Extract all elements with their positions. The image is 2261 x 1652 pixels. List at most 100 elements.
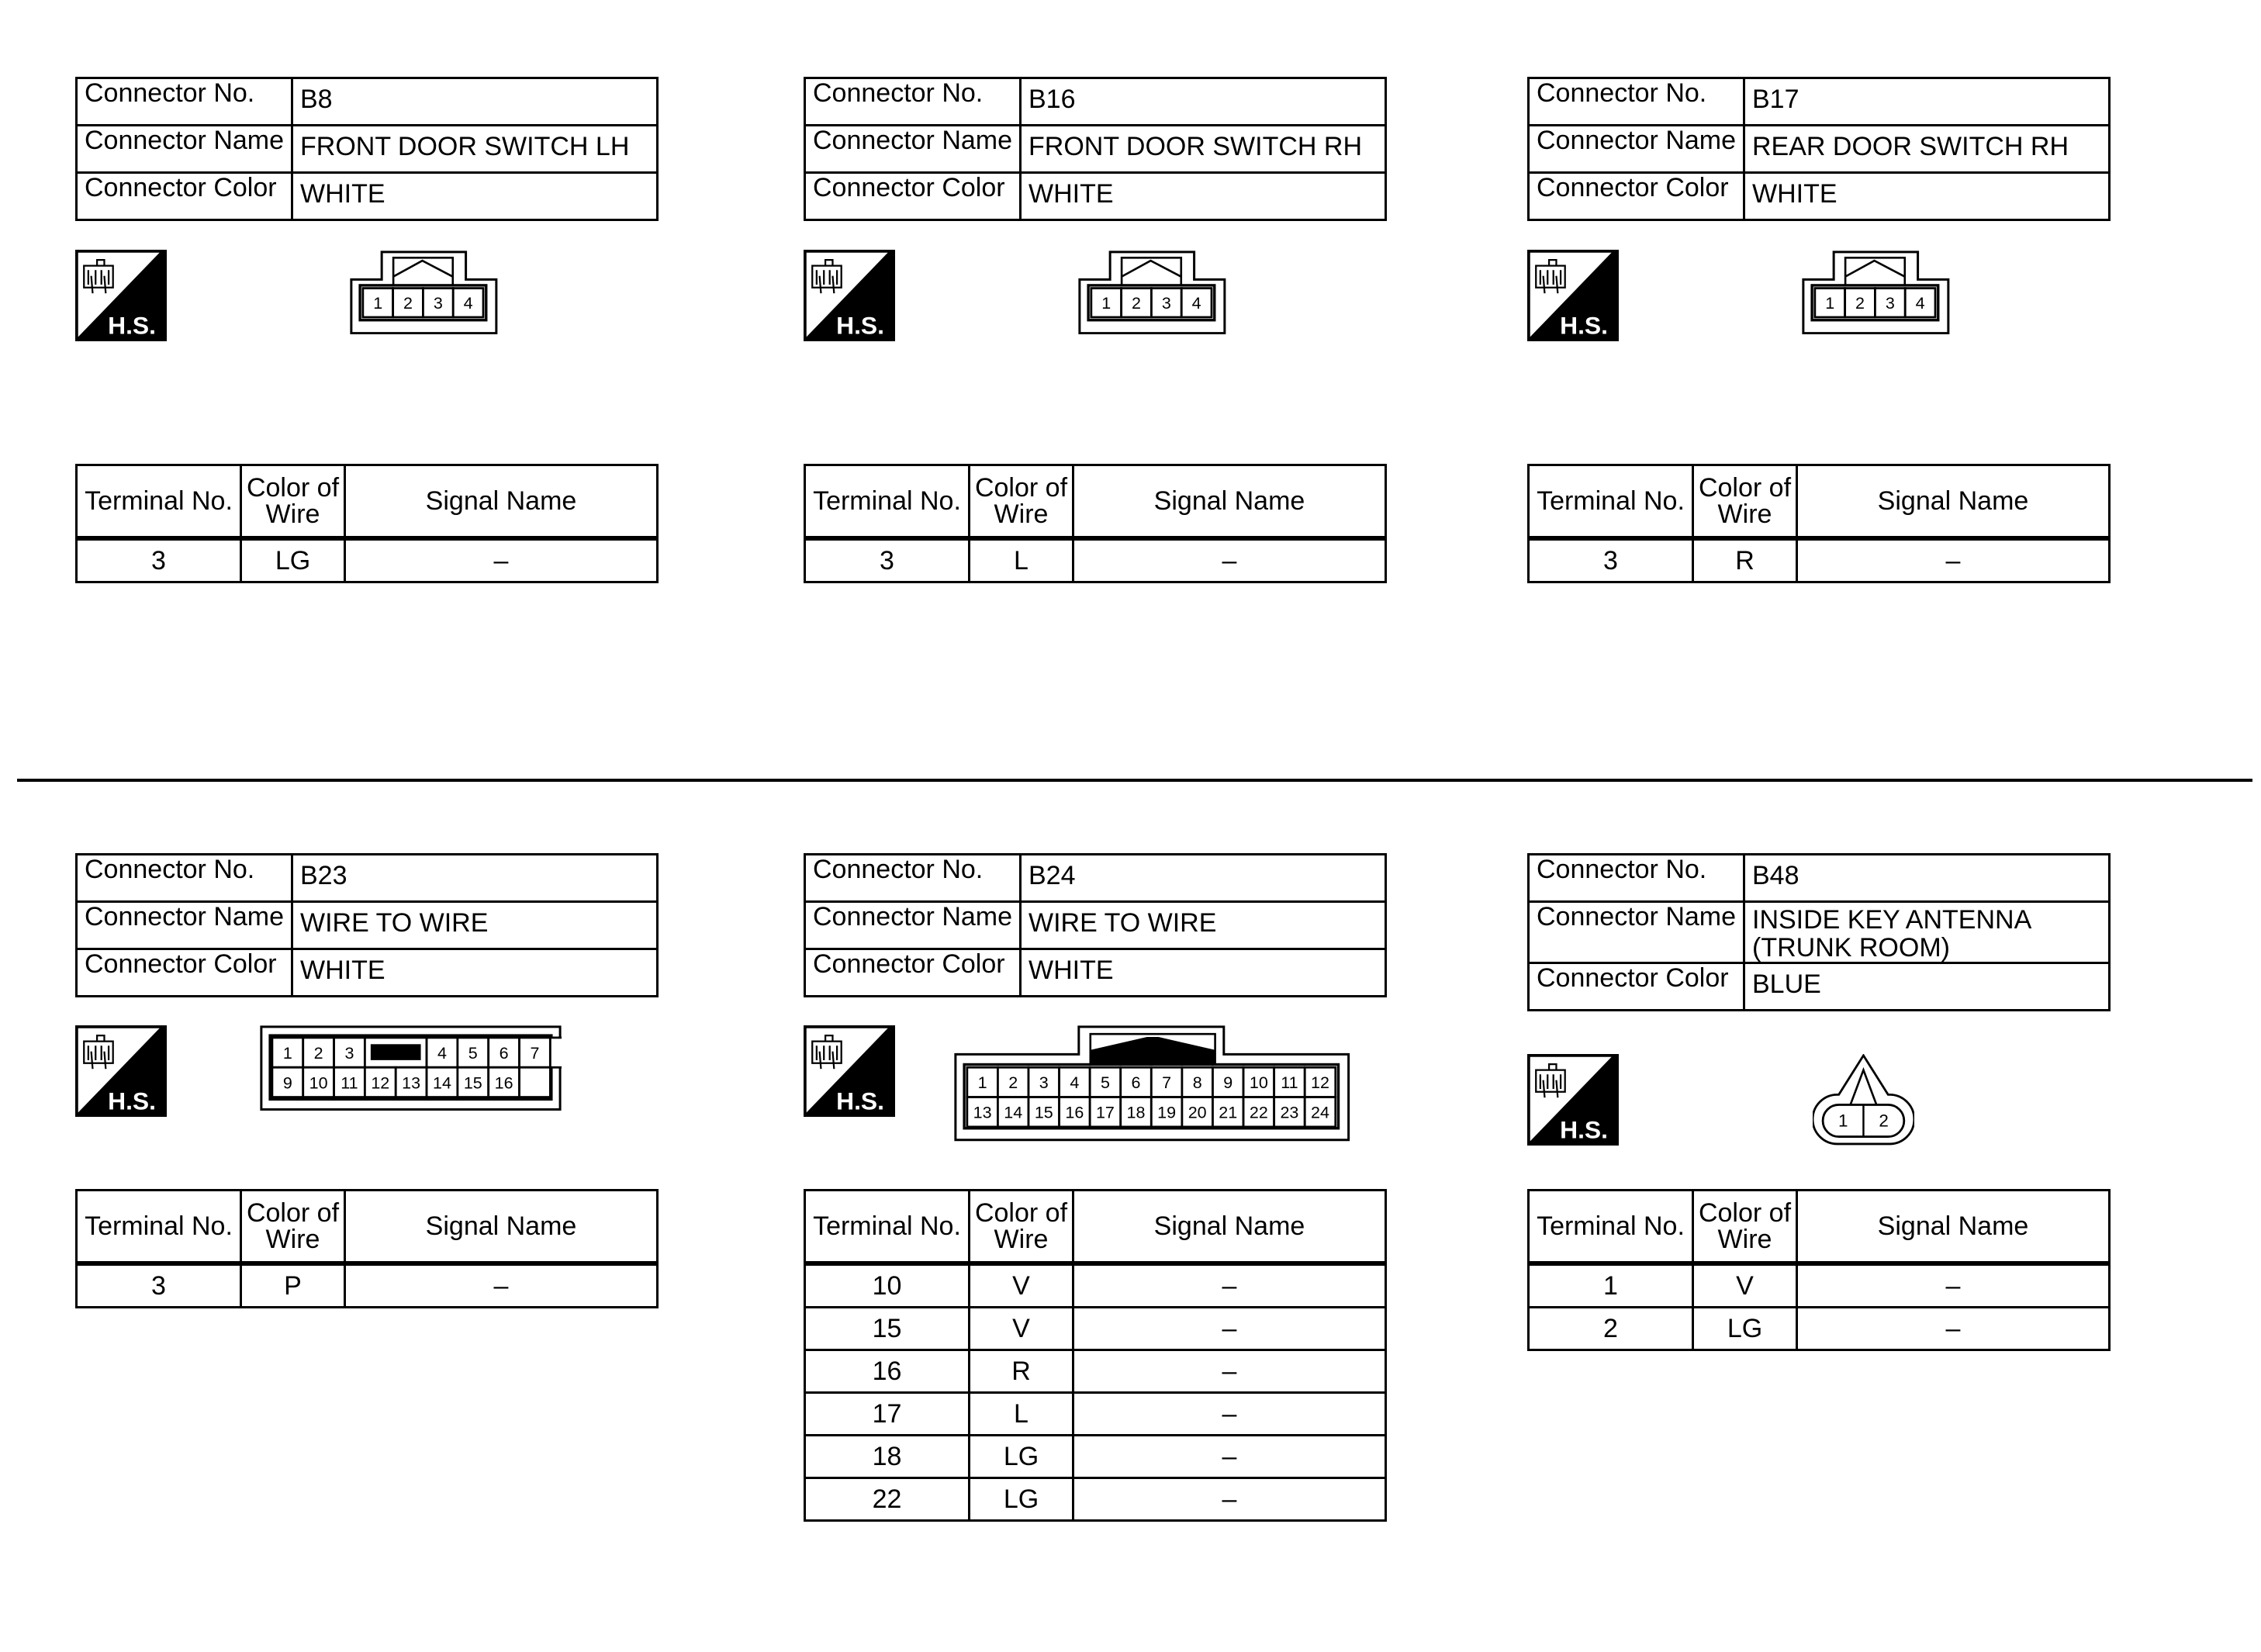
pin-number: 5 xyxy=(468,1044,478,1063)
info-row-connector-color: Connector Color WHITE xyxy=(804,171,1387,221)
terminal-table-header: Terminal No. Color of Wire Signal Name xyxy=(75,1189,659,1266)
hs-icon: H.S. xyxy=(804,250,895,341)
info-label: Connector Name xyxy=(1527,124,1745,174)
connector-diagram: 1 2 3 4 xyxy=(350,251,498,338)
pin-number: 6 xyxy=(500,1044,509,1063)
pin-cavity xyxy=(1180,287,1213,319)
connector-glyph-icon xyxy=(811,258,842,294)
connector-glyph-icon xyxy=(83,258,114,294)
harness-side-icon: H.S. xyxy=(804,250,895,341)
harness-side-icon: H.S. xyxy=(1527,1054,1619,1146)
connector-info-table: Connector No. B23 Connector Name WIRE TO WI… xyxy=(75,853,659,997)
info-value-color: WHITE xyxy=(1019,948,1387,997)
pin-number: 3 xyxy=(1886,294,1895,313)
cell-signal: – xyxy=(344,1262,659,1308)
connector-face-diagram: 1 2 3 4 xyxy=(350,251,498,335)
pin-number: 13 xyxy=(973,1104,992,1122)
pin-number: 16 xyxy=(495,1073,513,1092)
harness-side-icon: H.S. xyxy=(75,1025,167,1117)
cell-no: 22 xyxy=(804,1477,970,1522)
cell-wire: LG xyxy=(240,537,346,583)
pin-number: 15 xyxy=(464,1073,482,1092)
terminal-table-header: Terminal No. Color of Wire Signal Name xyxy=(1527,464,2111,541)
info-value-no: B17 xyxy=(1743,77,2111,126)
cell-wire: V xyxy=(968,1306,1074,1351)
pin-cavity xyxy=(1903,287,1937,319)
pin-number: 4 xyxy=(437,1044,447,1063)
table-row: 3 P – xyxy=(75,1262,659,1308)
pin-cavity xyxy=(487,1036,520,1069)
connector-name-line: WIRE TO WIRE xyxy=(1029,908,1217,938)
pin-cavity xyxy=(361,287,395,319)
pin-number: 8 xyxy=(561,1044,562,1063)
pin-cavity xyxy=(1303,1096,1337,1128)
info-value-name: FRONT DOOR SWITCH LH xyxy=(291,124,659,174)
info-label: Connector Color xyxy=(1527,171,1745,221)
pin-cavity xyxy=(487,1066,520,1098)
header-row: Terminal No. Color of Wire Signal Name xyxy=(75,464,659,541)
pin-number: 14 xyxy=(433,1073,451,1092)
pin-number: 1 xyxy=(1825,294,1834,313)
pin-number: 2 xyxy=(1008,1073,1018,1092)
pin-number: 2 xyxy=(1855,294,1865,313)
terminal-table-body: 3 P – xyxy=(75,1262,659,1308)
pin-number: 22 xyxy=(1250,1104,1268,1122)
cell-no: 3 xyxy=(75,1262,242,1308)
pin-number: 23 xyxy=(1280,1104,1298,1122)
pin-number: 7 xyxy=(530,1044,539,1063)
cell-no: 18 xyxy=(804,1434,970,1479)
hs-icon: H.S. xyxy=(1527,1054,1619,1146)
info-label: Connector No. xyxy=(804,853,1022,903)
info-label: Connector Name xyxy=(804,124,1022,174)
pin-cavity xyxy=(1212,1096,1245,1128)
header-signal-name: Signal Name xyxy=(1072,1189,1387,1266)
pin-number: 3 xyxy=(1039,1073,1049,1092)
terminal-table-body: 3 LG – xyxy=(75,537,659,583)
pin-number: 2 xyxy=(1132,294,1141,313)
cell-no: 1 xyxy=(1527,1262,1694,1308)
pin-number: 2 xyxy=(314,1044,323,1063)
info-label: Connector Color xyxy=(1527,962,1745,1011)
hs-icon: H.S. xyxy=(1527,250,1619,341)
terminal-table-header: Terminal No. Color of Wire Signal Name xyxy=(804,464,1387,541)
info-row-connector-name: Connector Name FRONT DOOR SWITCH LH xyxy=(75,124,659,174)
pin-cavity xyxy=(1088,1096,1122,1128)
info-value-color: WHITE xyxy=(1019,171,1387,221)
hs-icon: H.S. xyxy=(75,250,167,341)
header-signal-name: Signal Name xyxy=(1072,464,1387,541)
info-value-name: INSIDE KEY ANTENNA (TRUNK ROOM) xyxy=(1743,900,2111,964)
hs-label: H.S. xyxy=(836,312,884,340)
hs-label: H.S. xyxy=(1560,312,1608,340)
info-label: Connector No. xyxy=(804,77,1022,126)
cell-signal: – xyxy=(1072,1306,1387,1351)
pin-number: 12 xyxy=(1311,1073,1329,1092)
cell-signal: – xyxy=(1796,1306,2111,1351)
pin-number: 14 xyxy=(1004,1104,1022,1122)
pin-number: 10 xyxy=(1250,1073,1268,1092)
info-row-connector-color: Connector Color WHITE xyxy=(804,948,1387,997)
cell-signal: – xyxy=(1072,1262,1387,1308)
info-row-connector-no: Connector No. B24 xyxy=(804,853,1387,903)
header-signal-name: Signal Name xyxy=(1796,464,2111,541)
pin-cavity xyxy=(363,1066,397,1098)
header-terminal-no: Terminal No. xyxy=(75,1189,242,1266)
pin-frame xyxy=(1087,284,1216,322)
pin-number: 2 xyxy=(1879,1111,1888,1130)
icon-white-half xyxy=(806,1028,888,1113)
pin-number: 17 xyxy=(1096,1104,1115,1122)
info-value-name: REAR DOOR SWITCH RH xyxy=(1743,124,2111,174)
pin-number: 8 xyxy=(1193,1073,1202,1092)
pin-cavity xyxy=(1090,287,1123,319)
connector-name-line: WIRE TO WIRE xyxy=(300,908,489,938)
info-label: Connector Color xyxy=(75,948,293,997)
header-terminal-no: Terminal No. xyxy=(804,1189,970,1266)
info-label: Connector Color xyxy=(804,948,1022,997)
header-color-of-wire-line1: Color of xyxy=(974,1198,1068,1228)
header-color-of-wire-line1: Color of xyxy=(974,473,1068,503)
pin-number: 7 xyxy=(1162,1073,1171,1092)
terminal-table: Terminal No. Color of Wire Signal Name 3 LG – xyxy=(75,464,659,583)
terminal-table-header: Terminal No. Color of Wire Signal Name xyxy=(75,464,659,541)
table-row: 10 V – xyxy=(804,1262,1387,1308)
pin-number: 6 xyxy=(1132,1073,1141,1092)
info-row-connector-name: Connector Name REAR DOOR SWITCH RH xyxy=(1527,124,2111,174)
